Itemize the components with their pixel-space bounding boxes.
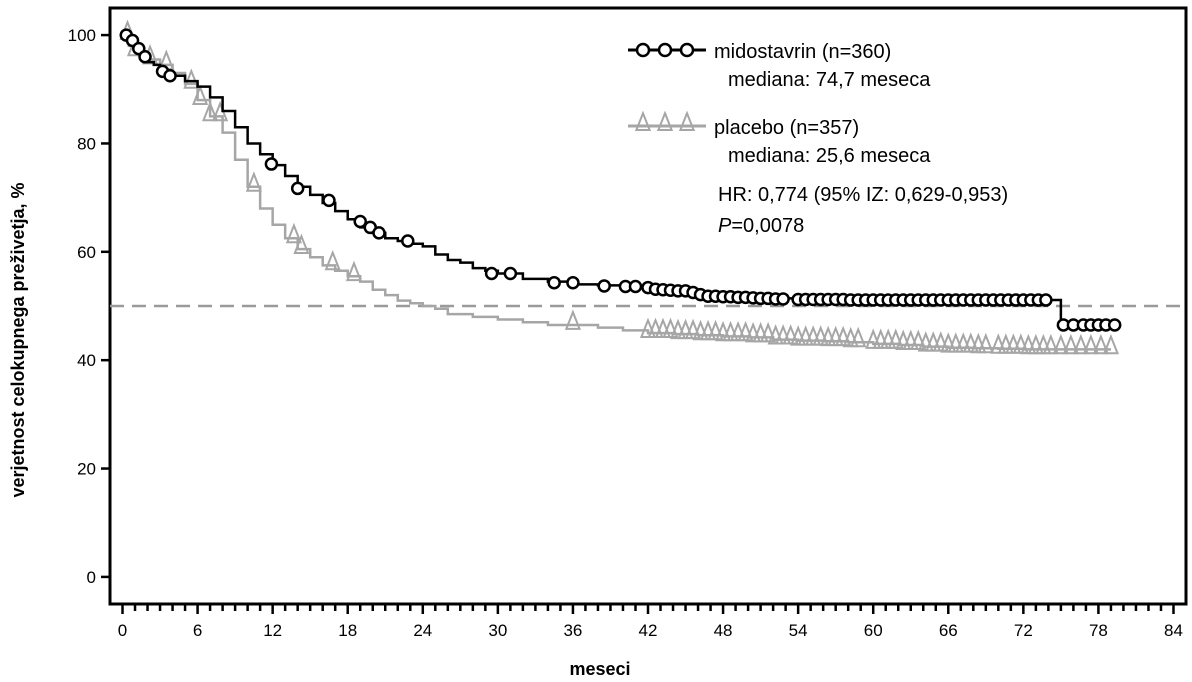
x-tick-label: 36 (563, 621, 582, 640)
censor-marker-circle (628, 279, 643, 294)
censor-marker-triangle (1072, 333, 1089, 355)
censor-marker-triangle (1042, 333, 1059, 355)
censor-marker-circle (322, 193, 336, 208)
survival-curve-line (122, 33, 1111, 327)
censor-marker-circle (163, 68, 177, 83)
x-tick-label: 42 (639, 621, 658, 640)
x-axis-label: meseci (569, 659, 630, 679)
legend-median-placebo: mediana: 25,6 meseca (728, 145, 931, 167)
hazard-ratio-annotation: HR: 0,774 (95% IZ: 0,629-0,953) (718, 184, 1008, 206)
censor-marker-triangle (835, 325, 852, 347)
censor-marker-triangle (1062, 333, 1079, 355)
censor-marker-circle (547, 275, 561, 290)
censor-marker-circle (401, 234, 415, 248)
censor-marker-triangle (962, 332, 979, 353)
censor-marker-triangle (1082, 333, 1099, 355)
censor-marker-circle (484, 266, 499, 281)
y-tick-label: 0 (87, 568, 96, 587)
x-tick-label: 24 (413, 621, 432, 640)
censor-marker-triangle (977, 332, 994, 354)
x-tick-label: 18 (338, 621, 357, 640)
censor-marker-triangle (850, 326, 867, 348)
p-value-number: =0,0078 (731, 215, 804, 237)
series-midostavrin (119, 28, 1122, 332)
y-tick-label: 40 (77, 351, 96, 370)
legend-label-midostavrin: midostavrin (n=360) (714, 41, 891, 63)
legend-marker-circle (679, 42, 695, 58)
censor-marker-circle (290, 181, 305, 196)
censor-marker-triangle (707, 319, 724, 341)
x-tick-label: 12 (263, 621, 282, 640)
series-group (119, 19, 1122, 355)
x-tick-label: 54 (789, 621, 808, 640)
censor-marker-circle (138, 50, 152, 64)
axes: 0 6 12 18 24 30 36 42 48 54 60 66 72 78 84 0 20 40 60 80 100 (68, 6, 1188, 640)
censor-marker-circle (264, 157, 279, 171)
x-tick-label: 72 (1014, 621, 1033, 640)
censor-marker-triangle (782, 324, 799, 345)
x-tick-label: 60 (864, 621, 883, 640)
censor-marker-triangle (910, 329, 927, 350)
censor-marker-circle (1107, 318, 1122, 332)
legend-label-placebo: placebo (n=357) (714, 117, 859, 139)
legend-marker-circle (635, 42, 651, 58)
x-tick-label: 84 (1164, 621, 1183, 640)
censor-marker-triangle (324, 249, 341, 271)
y-tick-label: 20 (77, 460, 96, 479)
x-tick-label: 30 (488, 621, 507, 640)
censor-marker-triangle (1092, 333, 1109, 355)
censor-marker-circle (566, 275, 580, 290)
censor-marker-circle (503, 266, 518, 281)
p-value-annotation: P=0,0078 (718, 215, 804, 237)
censor-marker-triangle (662, 317, 679, 339)
censor-marker-triangle (1012, 333, 1029, 354)
censor-marker-triangle (684, 318, 702, 340)
legend-marker-circle (657, 42, 673, 58)
censor-marker-triangle (245, 171, 262, 192)
censor-marker-triangle (656, 110, 674, 131)
x-tick-label: 48 (714, 621, 733, 640)
y-tick-label: 60 (77, 243, 96, 262)
censor-marker-circle (597, 279, 611, 293)
censor-marker-triangle (737, 320, 754, 342)
censor-marker-triangle (285, 222, 302, 244)
legend: midostavrin (n=360) mediana: 74,7 meseca p… (628, 41, 1008, 237)
x-tick-label: 6 (193, 621, 202, 640)
censor-marker-triangle (202, 100, 219, 122)
censor-marker-triangle (564, 309, 581, 330)
censor-marker-triangle (293, 233, 310, 255)
censor-marker-triangle (678, 110, 696, 131)
censor-marker-triangle (1052, 333, 1069, 355)
y-tick-label: 100 (68, 26, 96, 45)
x-tick-label: 78 (1089, 621, 1108, 640)
censor-marker-triangle (812, 325, 829, 346)
censor-marker-triangle (760, 321, 777, 343)
series-placebo (119, 19, 1119, 355)
p-value-symbol: P (718, 215, 732, 237)
censor-marker-triangle (345, 260, 363, 282)
x-tick-label: 66 (939, 621, 958, 640)
censor-marker-triangle (192, 84, 209, 106)
censor-marker-triangle (887, 328, 904, 349)
censor-marker-triangle (183, 68, 200, 89)
censor-marker-circle (776, 292, 790, 306)
censor-marker-triangle (634, 110, 652, 131)
y-axis-label: verjetnost celokupnega preživetja, % (8, 182, 28, 497)
legend-median-midostavrin: mediana: 74,7 meseca (728, 69, 931, 91)
y-tick-label: 80 (77, 134, 96, 153)
censor-marker-circle (1039, 293, 1053, 307)
censor-marker-circle (353, 214, 367, 229)
censor-marker-circle (372, 226, 386, 240)
censor-marker-triangle (932, 331, 949, 352)
x-tick-label: 0 (118, 621, 127, 640)
censor-marker-triangle (1102, 333, 1119, 355)
